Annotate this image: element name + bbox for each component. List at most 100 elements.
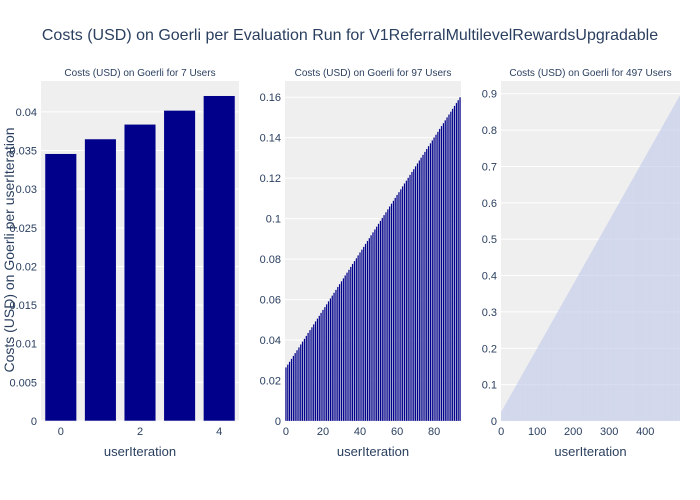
y-tick-label: 0.04 — [16, 107, 37, 119]
bar — [285, 367, 287, 422]
bar — [294, 352, 297, 422]
bar — [163, 110, 196, 422]
y-tick-label: 0.01 — [16, 339, 37, 351]
bar — [453, 105, 456, 422]
bar — [312, 324, 315, 422]
bar — [296, 349, 298, 422]
bar — [379, 220, 382, 422]
bar — [123, 123, 157, 422]
bar — [303, 338, 306, 422]
bar — [333, 292, 335, 422]
bar — [290, 358, 293, 422]
bar — [446, 117, 448, 422]
x-tick-label: 300 — [600, 426, 618, 438]
x-tick-label: 60 — [391, 426, 403, 438]
y-tick-label: 0.035 — [9, 146, 37, 158]
subplot-title: Costs (USD) on Goerli for 497 Users — [509, 68, 671, 79]
bar — [364, 243, 367, 422]
y-tick-label: 0.3 — [482, 307, 497, 319]
y-tick-label: 0.1 — [266, 214, 281, 226]
bar — [329, 298, 332, 422]
bar — [409, 174, 411, 422]
x-axis-label: userIteration — [554, 444, 626, 459]
bar — [436, 131, 439, 422]
bar — [44, 153, 77, 422]
bar — [349, 266, 352, 422]
y-tick-label: 0.015 — [9, 300, 37, 312]
bar — [346, 272, 348, 422]
bar — [392, 200, 395, 422]
bar — [368, 237, 371, 422]
bar — [390, 203, 393, 422]
bar — [362, 246, 365, 422]
y-tick-label: 0.02 — [260, 376, 281, 388]
bar — [299, 344, 302, 422]
bar — [405, 180, 408, 422]
bar — [411, 171, 413, 422]
x-tick-label: 0 — [58, 426, 64, 438]
bar — [383, 214, 385, 422]
bar — [340, 281, 343, 422]
x-axis-label: userIteration — [104, 444, 176, 459]
y-tick-label: 0 — [491, 416, 497, 428]
x-tick-label: 0 — [283, 426, 289, 438]
bar — [323, 306, 326, 422]
subplot-3: 0 0.1 0.2 0.3 0.4 0.5 0.6 0.7 0.8 0.9 0 100 200 300 40… — [482, 68, 680, 459]
bar — [373, 229, 376, 422]
bar — [435, 134, 437, 422]
y-tick-label: 0 — [275, 416, 281, 428]
bar — [335, 289, 337, 422]
bar — [361, 249, 363, 422]
bar — [403, 183, 406, 422]
bar — [418, 160, 421, 422]
subplot-2: 0 0.02 0.04 0.06 0.08 0.1 0.12 0.14 0.16 0 20 40 60 8… — [260, 68, 461, 459]
bar — [424, 151, 426, 422]
y-tick-label: 0.16 — [260, 92, 281, 104]
bar — [399, 189, 402, 422]
bar — [394, 197, 397, 422]
bar — [316, 318, 319, 422]
bar — [431, 140, 434, 422]
bar — [407, 177, 410, 422]
bar — [301, 341, 304, 422]
bar — [353, 260, 356, 422]
y-tick-label: 0 — [31, 416, 37, 428]
bar — [325, 304, 328, 422]
bar — [307, 332, 310, 422]
bar — [381, 217, 384, 422]
x-tick-label: 100 — [528, 426, 546, 438]
bars — [44, 95, 236, 422]
bar — [298, 347, 300, 422]
bar — [388, 206, 391, 422]
subplot-panels: 0 0.005 0.01 0.015 0.02 0.025 0.03 0.035 0.04 0 2 4… — [9, 68, 680, 459]
bar — [414, 166, 417, 422]
bar — [429, 143, 432, 422]
bar — [372, 232, 374, 422]
bar — [386, 209, 389, 422]
bar — [398, 191, 400, 422]
x-tick-label: 2 — [137, 426, 143, 438]
bar — [203, 95, 236, 422]
bars — [285, 97, 461, 422]
bar — [331, 295, 334, 422]
bar — [310, 327, 313, 422]
bar — [336, 286, 339, 422]
y-tick-label: 0.5 — [482, 234, 497, 246]
x-tick-label: 80 — [428, 426, 440, 438]
bar — [442, 122, 445, 422]
y-tick-label: 0.04 — [260, 335, 281, 347]
bar — [288, 361, 291, 422]
y-tick-label: 0.1 — [482, 380, 497, 392]
y-tick-label: 0.9 — [482, 89, 497, 101]
x-tick-label: 20 — [317, 426, 329, 438]
y-tick-label: 0.02 — [16, 261, 37, 273]
bar — [355, 258, 358, 422]
bar — [459, 97, 461, 422]
bar — [305, 335, 308, 422]
bar — [455, 102, 458, 422]
bar — [375, 226, 378, 422]
x-tick-label: 4 — [216, 426, 222, 438]
y-tick-label: 0.03 — [16, 184, 37, 196]
bar — [359, 252, 361, 422]
subplot-title: Costs (USD) on Goerli for 7 Users — [64, 68, 215, 79]
